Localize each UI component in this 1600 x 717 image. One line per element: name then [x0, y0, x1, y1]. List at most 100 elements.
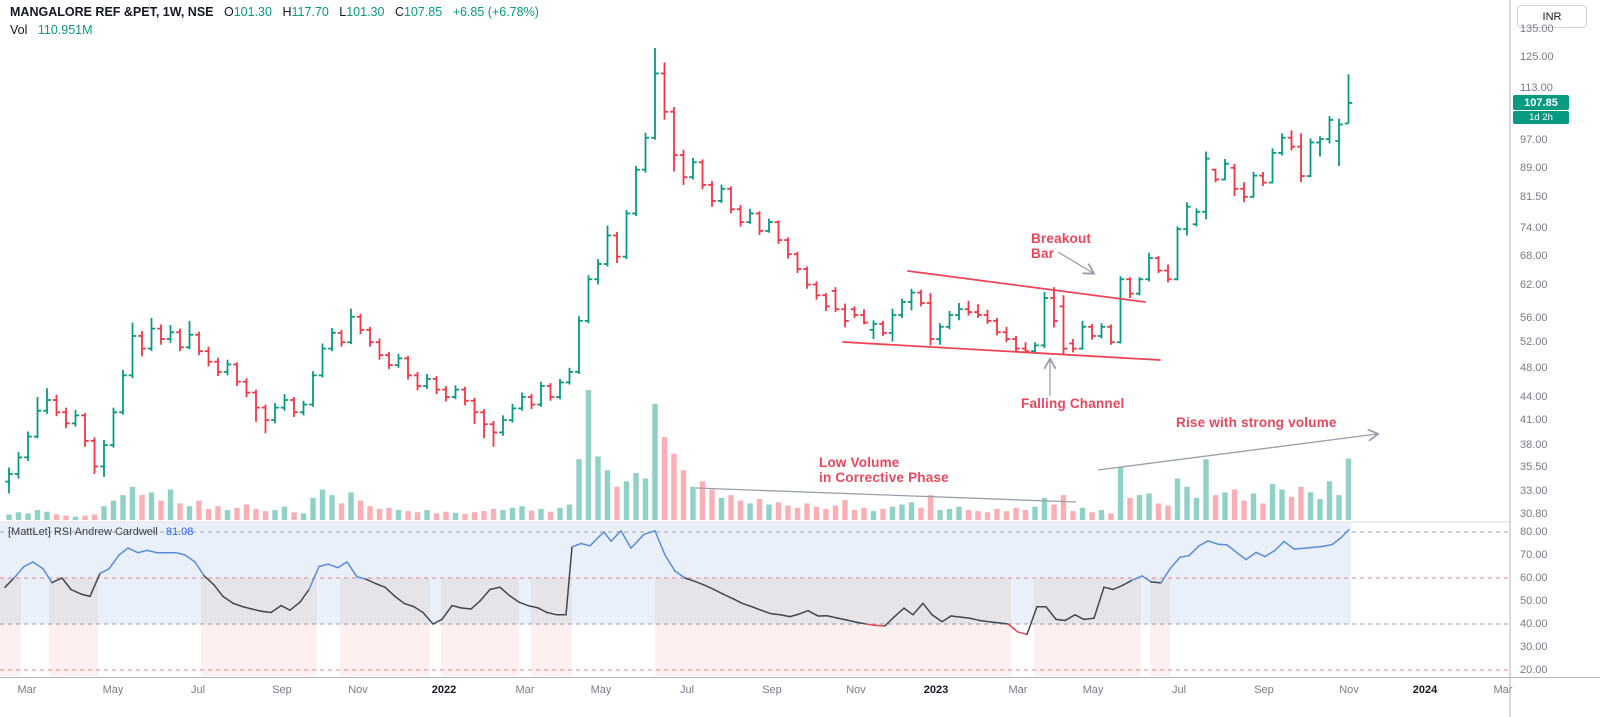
rsi-line-segment	[1331, 537, 1342, 546]
time-tick-month: Mar	[515, 684, 535, 696]
volume-bar	[652, 403, 658, 520]
volume-header[interactable]: Vol 110.951M	[10, 23, 93, 37]
rsi-line-segment	[337, 561, 348, 569]
rsi-line-segment	[70, 588, 82, 595]
volume-bar	[234, 507, 240, 520]
annotation-low-volume[interactable]: Low Volume in Corrective Phase	[819, 455, 949, 485]
rsi-indicator-title[interactable]: [MattLet] RSI Andrew Cardwell 81.08	[8, 526, 193, 538]
annotation-arrow[interactable]	[1097, 434, 1377, 471]
volume-bar	[813, 506, 820, 520]
annotation-arrow[interactable]	[695, 487, 1077, 503]
volume-bar	[870, 511, 877, 520]
volume-bar	[699, 481, 706, 520]
annotation-rise-volume[interactable]: Rise with strong volume	[1176, 415, 1337, 430]
volume-bar	[509, 507, 516, 520]
rsi-trend-band	[317, 523, 340, 624]
volume-bar	[1155, 503, 1162, 520]
rsi-line-segment	[1302, 546, 1314, 550]
rsi-line-segment	[1122, 579, 1133, 586]
rsi-range-band	[1150, 578, 1170, 624]
volume-bar	[1089, 512, 1095, 520]
volume-bar	[937, 510, 943, 520]
volume-bar	[1193, 497, 1200, 520]
rsi-trend-band	[1170, 523, 1351, 624]
rsi-line-segment	[489, 586, 501, 591]
rsi-line-segment	[960, 616, 971, 619]
price-axis[interactable]: INR 135.00 125.00 113.00 97.00 89.00 81.50 74.…	[1511, 0, 1600, 717]
rsi-line-segment	[580, 542, 591, 547]
axis-tick-label: 35.50	[1520, 461, 1548, 473]
volume-bar	[186, 506, 193, 520]
volume-bar	[367, 506, 373, 520]
rsi-line-segment	[807, 609, 819, 617]
volume-bar	[794, 507, 801, 520]
symbol-header[interactable]: MANGALORE REF &PET, 1W, NSE O101.30 H117…	[10, 5, 539, 19]
rsi-line-segment	[441, 604, 453, 621]
volume-bar	[291, 512, 297, 520]
rsi-line-segment	[760, 609, 772, 615]
falling-channel-line[interactable]	[842, 341, 1161, 361]
time-tick-month: Jul	[1171, 684, 1187, 696]
time-tick-year: 2023	[923, 684, 949, 696]
rsi-line-segment	[299, 588, 310, 603]
annotation-falling-channel[interactable]: Falling Channel	[1021, 396, 1125, 411]
rsi-line-segment	[1293, 547, 1304, 550]
axis-tick-label: 52.00	[1520, 336, 1548, 348]
volume-bar	[576, 459, 582, 520]
volume-bar	[15, 512, 22, 520]
rsi-line-segment	[1055, 618, 1066, 622]
rsi-line-segment	[1207, 540, 1219, 545]
rsi-line-segment	[32, 561, 44, 570]
rsi-trend-band	[0, 523, 21, 578]
volume-bar	[1022, 510, 1029, 520]
volume-bar	[319, 489, 326, 520]
time-tick-year: 2024	[1412, 684, 1438, 696]
volume-bar	[82, 515, 88, 520]
rsi-line-segment	[1245, 551, 1257, 561]
rsi-line-segment	[931, 614, 943, 623]
volume-bar	[851, 510, 858, 520]
volume-bar	[1165, 505, 1171, 520]
volume-bar	[205, 508, 212, 520]
volume-bar	[348, 492, 354, 520]
annotation-breakout-bar[interactable]: Breakout Bar	[1031, 231, 1092, 261]
rsi-oversold-band	[340, 624, 430, 676]
currency-button[interactable]: INR	[1517, 5, 1587, 28]
volume-bar	[804, 503, 810, 520]
volume-bar	[519, 506, 525, 520]
volume-label: Vol	[10, 23, 28, 37]
volume-bar	[1070, 511, 1076, 520]
volume-bar	[1032, 506, 1038, 520]
rsi-line-segment	[1103, 586, 1114, 591]
rsi-line-segment	[242, 606, 253, 610]
time-tick-month: Mar	[1008, 684, 1028, 696]
volume-bar	[528, 510, 535, 520]
axis-tick-label: 40.00	[1520, 618, 1548, 630]
rsi-line-segment	[1226, 544, 1238, 554]
volume-bar	[984, 512, 991, 520]
rsi-line-segment	[508, 594, 520, 603]
annotation-arrow[interactable]	[1057, 251, 1093, 273]
volume-bar	[481, 511, 487, 520]
rsi-line-segment	[308, 565, 320, 591]
rsi-line-segment	[979, 619, 990, 623]
rsi-line-segment	[1283, 540, 1295, 550]
time-tick-month: May	[1082, 684, 1104, 696]
rsi-line-segment	[80, 593, 91, 598]
volume-bar	[490, 508, 497, 520]
rsi-oversold-band	[0, 624, 21, 676]
rsi-line-segment	[941, 615, 952, 623]
time-tick-month: Sep	[762, 684, 782, 696]
volume-bar	[1288, 496, 1295, 520]
volume-bar	[1269, 484, 1276, 520]
volume-bar	[129, 486, 136, 520]
close-label: C	[394, 5, 404, 19]
falling-channel-line[interactable]	[907, 270, 1146, 303]
rsi-line-segment	[4, 577, 15, 588]
volume-bar	[500, 510, 506, 520]
rsi-trend-band	[519, 523, 531, 624]
rsi-range-band	[0, 578, 21, 624]
volume-bar	[728, 495, 734, 520]
rsi-line-segment	[1093, 586, 1105, 619]
